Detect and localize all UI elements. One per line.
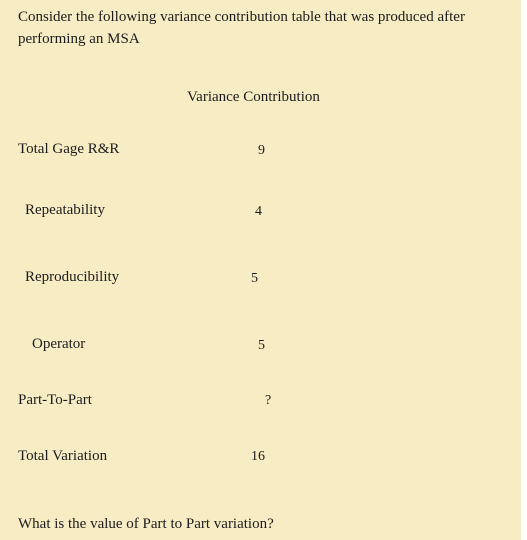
right-edge-strip: [521, 0, 527, 540]
row-value-total-gage-rr: 9: [258, 143, 265, 158]
row-value-reproducibility: 5: [251, 271, 258, 286]
row-value-operator: 5: [258, 338, 265, 353]
row-label-repeatability: Repeatability: [25, 202, 105, 218]
column-header-variance-contribution: Variance Contribution: [187, 89, 320, 105]
row-label-total-variation: Total Variation: [18, 448, 108, 464]
row-value-repeatability: 4: [255, 204, 262, 219]
question-text: What is the value of Part to Part variat…: [18, 516, 274, 532]
row-value-part-to-part: ?: [265, 393, 272, 408]
row-label-reproducibility: Reproducibility: [25, 269, 120, 285]
row-label-part-to-part: Part-To-Part: [18, 392, 92, 408]
intro-text: Consider the following variance contribu…: [18, 9, 465, 47]
row-label-operator: Operator: [32, 336, 86, 352]
row-label-total-gage-rr: Total Gage R&R: [18, 141, 120, 157]
row-value-total-variation: 16: [251, 449, 265, 464]
